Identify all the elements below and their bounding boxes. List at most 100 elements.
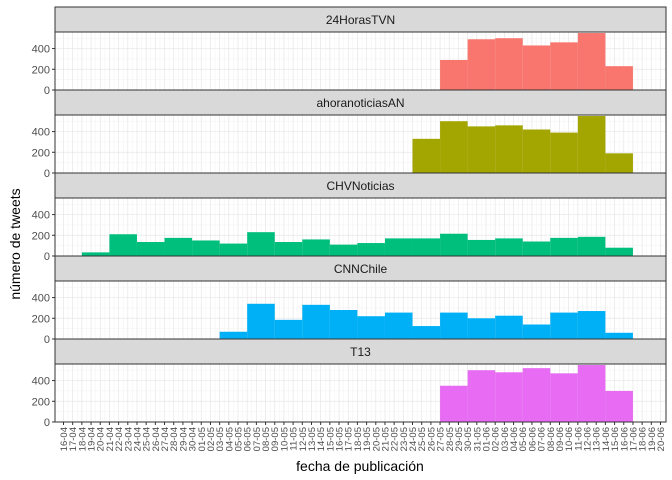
x-tick-label: 28-05 xyxy=(445,427,456,451)
x-tick-label: 04-06 xyxy=(509,427,520,451)
histogram-bar xyxy=(550,42,578,90)
y-tick-label: 400 xyxy=(32,127,50,139)
histogram-bar xyxy=(412,138,441,173)
histogram-bar xyxy=(577,33,606,90)
histogram-bar xyxy=(329,244,358,256)
y-tick-label: 0 xyxy=(44,251,50,263)
histogram-bar xyxy=(302,304,330,339)
histogram-bar xyxy=(522,368,551,422)
histogram-bar xyxy=(605,332,633,339)
x-tick-label: 10-06 xyxy=(564,427,575,451)
y-tick-label: 0 xyxy=(44,168,50,180)
facet-strip xyxy=(54,6,667,33)
histogram-bar xyxy=(577,365,606,422)
facet-strip xyxy=(54,89,667,116)
histogram-bar xyxy=(495,38,523,90)
facet-panel: ahoranoticiasAN 0 200 400 xyxy=(32,89,667,180)
x-tick-label: 11-05 xyxy=(289,427,300,451)
histogram-bar xyxy=(467,39,496,90)
x-tick-label: 24-05 xyxy=(408,427,419,451)
histogram-bar xyxy=(136,242,165,256)
histogram-bar xyxy=(412,238,441,256)
x-tick-label: 19-04 xyxy=(87,427,98,451)
x-tick-label: 05-05 xyxy=(234,427,245,451)
histogram-bar xyxy=(81,252,110,256)
histogram-bar xyxy=(357,316,385,339)
x-tick-label: 09-05 xyxy=(270,427,281,451)
histogram-bar xyxy=(605,247,633,256)
facet-strip-label: ahoranoticiasAN xyxy=(316,96,404,110)
histogram-bar xyxy=(274,319,303,339)
histogram-bar xyxy=(302,239,330,256)
x-tick-label: 16-06 xyxy=(619,427,630,451)
x-tick-label: 18-05 xyxy=(353,427,364,451)
y-tick-label: 200 xyxy=(32,396,50,408)
histogram-bar xyxy=(247,232,275,256)
x-tick-label: 29-04 xyxy=(178,427,189,451)
x-tick-label: 27-05 xyxy=(436,427,447,451)
histogram-bar xyxy=(577,311,606,339)
x-tick-label: 25-04 xyxy=(142,427,153,451)
x-tick-label: 14-06 xyxy=(601,427,612,451)
x-tick-label: 10-05 xyxy=(279,427,290,451)
x-tick-label: 17-04 xyxy=(68,427,79,451)
facet-strip-label: T13 xyxy=(350,345,371,359)
x-tick-label: 03-06 xyxy=(500,427,511,451)
histogram-bar xyxy=(550,132,578,173)
histogram-bar xyxy=(467,370,496,422)
x-tick-label: 14-05 xyxy=(316,427,327,451)
x-tick-label: 16-05 xyxy=(335,427,346,451)
histogram-bar xyxy=(109,234,137,256)
x-tick-label: 26-05 xyxy=(426,427,437,451)
x-tick-label: 18-04 xyxy=(77,427,88,451)
x-tick-label: 11-06 xyxy=(573,427,584,451)
x-tick-label: 21-05 xyxy=(380,427,391,451)
x-axis-title: fecha de publicación xyxy=(296,458,424,474)
histogram-bar xyxy=(440,312,468,339)
histogram-bar xyxy=(440,233,468,256)
x-tick-label: 03-05 xyxy=(215,427,226,451)
x-tick-label: 24-04 xyxy=(132,427,143,451)
facet-panel: CNNChile 0 200 400 xyxy=(32,255,667,346)
x-tick-label: 21-04 xyxy=(105,427,116,451)
histogram-bar xyxy=(247,303,275,339)
x-tick-label: 23-05 xyxy=(399,427,410,451)
x-tick-label: 19-05 xyxy=(362,427,373,451)
x-tick-label: 31-05 xyxy=(472,427,483,451)
histogram-bar xyxy=(274,242,303,256)
x-tick-label: 01-05 xyxy=(197,427,208,451)
x-tick-label: 06-05 xyxy=(243,427,254,451)
histogram-bar xyxy=(577,236,606,256)
x-tick-label: 22-04 xyxy=(114,427,125,451)
x-tick-label: 27-04 xyxy=(160,427,171,451)
histogram-bar xyxy=(192,240,220,256)
histogram-bar xyxy=(522,324,551,339)
y-tick-label: 0 xyxy=(44,85,50,97)
x-tick-label: 06-06 xyxy=(527,427,538,451)
histogram-bar xyxy=(522,241,551,256)
histogram-bar xyxy=(440,385,468,422)
facet-strip xyxy=(54,172,667,199)
histogram-bar xyxy=(522,129,551,173)
x-tick-label: 07-06 xyxy=(537,427,548,451)
x-tick-label: 19-06 xyxy=(647,427,658,451)
facet-strip-label: CNNChile xyxy=(334,262,388,276)
histogram-bar xyxy=(495,372,523,422)
y-tick-label: 400 xyxy=(32,376,50,388)
x-tick-label: 16-04 xyxy=(59,427,70,451)
facet-strip-label: 24HorasTVN xyxy=(326,13,395,27)
x-tick-label: 13-06 xyxy=(592,427,603,451)
histogram-bar xyxy=(550,312,578,339)
histogram-bar xyxy=(577,116,606,173)
histogram-bar xyxy=(440,59,468,90)
histogram-bar xyxy=(605,153,633,173)
x-tick-label: 22-05 xyxy=(390,427,401,451)
histogram-bar xyxy=(219,331,248,339)
x-tick-label: 25-05 xyxy=(417,427,428,451)
histogram-bar xyxy=(384,238,413,256)
x-tick-label: 01-06 xyxy=(481,427,492,451)
histogram-bar xyxy=(164,237,193,256)
y-tick-label: 400 xyxy=(32,44,50,56)
x-tick-label: 23-04 xyxy=(123,427,134,451)
